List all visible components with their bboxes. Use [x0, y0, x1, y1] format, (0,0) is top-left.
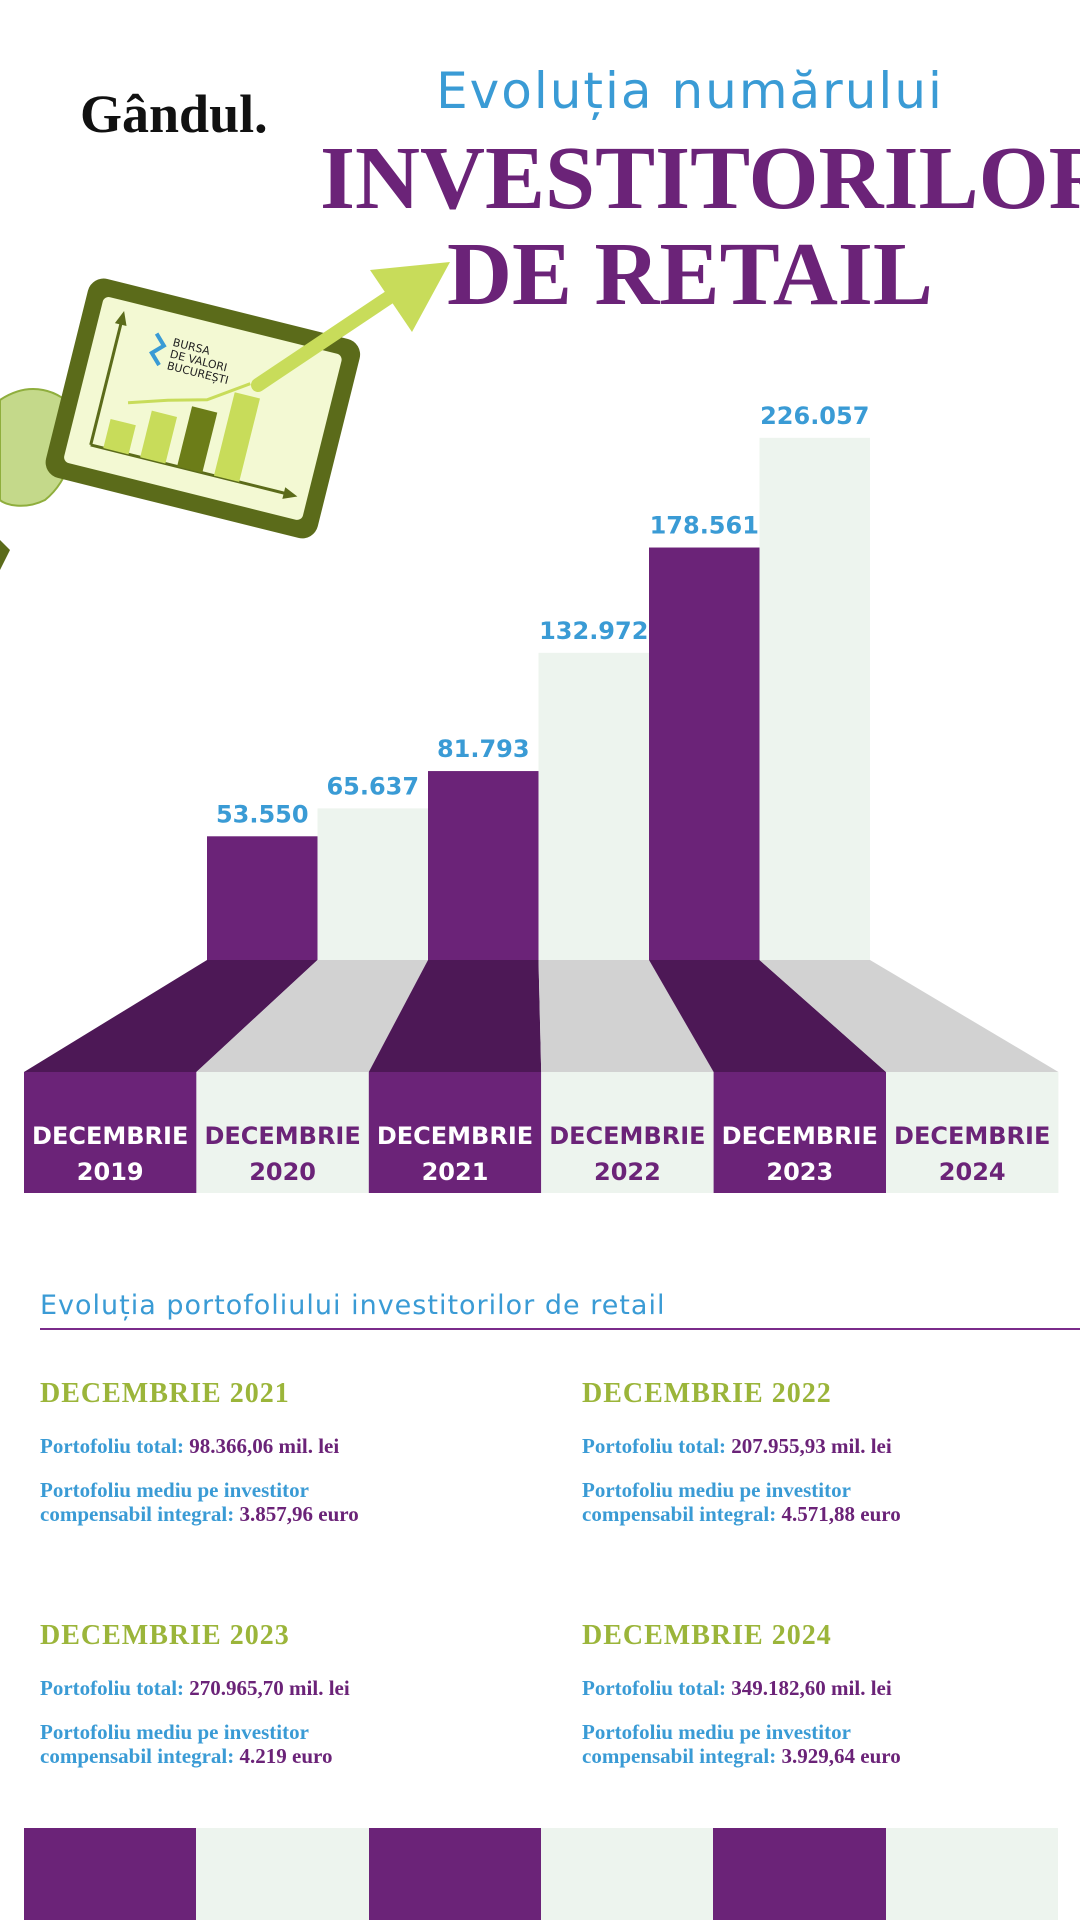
title-line-3: DE RETAIL	[447, 225, 933, 324]
tablet-illustration: BURSA DE VALORI BUCUREȘTI	[0, 262, 450, 570]
card-average-row: Portofoliu mediu pe investitor compensabi…	[582, 1720, 1080, 1768]
floor-segment	[649, 960, 886, 1072]
card-average-label-2: compensabil integral:	[582, 1502, 777, 1526]
card-total-value: 207.955,93 mil. lei	[731, 1434, 892, 1458]
footer-stripe	[540, 1828, 714, 1920]
title-line-2: INVESTITORILOR	[320, 129, 1080, 228]
card-average-label-1: Portofoliu mediu pe investitor	[40, 1720, 309, 1744]
category-label: DECEMBRIE	[549, 1122, 705, 1150]
card-average-label-1: Portofoliu mediu pe investitor	[582, 1478, 851, 1502]
category-box	[196, 1072, 369, 1193]
category-year-label: 2022	[594, 1158, 661, 1186]
card-average-label-1: Portofoliu mediu pe investitor	[40, 1478, 309, 1502]
bar	[649, 547, 760, 960]
category-box	[24, 1072, 197, 1193]
card-total-value: 98.366,06 mil. lei	[189, 1434, 340, 1458]
card-average-label-2: compensabil integral:	[40, 1744, 235, 1768]
footer-stripe	[885, 1828, 1058, 1920]
bar	[759, 437, 870, 960]
portfolio-card-2021: DECEMBRIE 2021 Portofoliu total: 98.366,…	[40, 1378, 560, 1546]
title-line-1: Evoluția numărului	[436, 62, 944, 120]
category-box	[541, 1072, 714, 1193]
portfolio-card-2024: DECEMBRIE 2024 Portofoliu total: 349.182…	[582, 1620, 1080, 1788]
card-average-row: Portofoliu mediu pe investitor compensabi…	[40, 1478, 560, 1526]
bar	[428, 771, 539, 960]
bar-value-label: 81.793	[437, 735, 530, 763]
growth-arrow	[251, 262, 450, 392]
card-total-label: Portofoliu total:	[40, 1434, 185, 1458]
category-year-label: 2024	[939, 1158, 1006, 1186]
category-year-label: 2023	[766, 1158, 833, 1186]
bar	[207, 836, 318, 960]
card-average-label-2: compensabil integral:	[582, 1744, 777, 1768]
bar-value-label: 178.561	[650, 512, 759, 540]
category-year-label: 2020	[249, 1158, 316, 1186]
floor-segment	[196, 960, 428, 1072]
card-heading: DECEMBRIE 2021	[40, 1378, 290, 1409]
bar	[538, 652, 649, 960]
category-box	[713, 1072, 886, 1193]
card-total-row: Portofoliu total: 270.965,70 mil. lei	[40, 1676, 560, 1700]
category-box	[886, 1072, 1059, 1193]
portfolio-card-2023: DECEMBRIE 2023 Portofoliu total: 270.965…	[40, 1620, 560, 1788]
investors-bar-chart: 53.550 DECEMBRIE 2019 65.637 DECEMBRIE 2020 81…	[24, 402, 1059, 1193]
card-average-value: 3.857,96 euro	[239, 1502, 359, 1526]
portfolio-section-title: Evoluția portofoliului investitorilor de…	[40, 1290, 666, 1321]
bar-value-label: 132.972	[539, 617, 648, 645]
card-total-label: Portofoliu total:	[582, 1676, 727, 1700]
floor-segment	[538, 960, 714, 1072]
card-average-value: 4.571,88 euro	[781, 1502, 901, 1526]
card-total-row: Portofoliu total: 98.366,06 mil. lei	[40, 1434, 560, 1458]
card-total-label: Portofoliu total:	[582, 1434, 727, 1458]
card-heading: DECEMBRIE 2024	[582, 1620, 832, 1651]
category-year-label: 2019	[77, 1158, 144, 1186]
card-average-row: Portofoliu mediu pe investitor compensabi…	[40, 1720, 560, 1768]
category-year-label: 2021	[422, 1158, 489, 1186]
category-box	[368, 1072, 542, 1193]
footer-stripe	[196, 1828, 369, 1920]
gandul-logo: Gândul.	[80, 84, 268, 144]
logo-text: Gândul.	[80, 84, 268, 144]
card-average-row: Portofoliu mediu pe investitor compensabi…	[582, 1478, 1080, 1526]
category-label: DECEMBRIE	[204, 1122, 360, 1150]
section-divider	[40, 1328, 1080, 1330]
card-average-label-1: Portofoliu mediu pe investitor	[582, 1720, 851, 1744]
floor-segment	[24, 960, 318, 1072]
bar-value-label: 65.637	[326, 772, 419, 800]
bar	[317, 808, 428, 960]
floor-segment	[368, 960, 542, 1072]
card-heading: DECEMBRIE 2022	[582, 1378, 832, 1409]
portfolio-card-2022: DECEMBRIE 2022 Portofoliu total: 207.955…	[582, 1378, 1080, 1546]
footer-stripe	[713, 1828, 886, 1920]
category-label: DECEMBRIE	[894, 1122, 1050, 1150]
footer-stripes	[24, 1828, 1058, 1920]
bar-value-label: 53.550	[216, 800, 309, 828]
bar-value-label: 226.057	[760, 402, 869, 430]
card-total-value: 349.182,60 mil. lei	[731, 1676, 892, 1700]
tablet-device: BURSA DE VALORI BUCUREȘTI	[45, 278, 361, 539]
card-total-value: 270.965,70 mil. lei	[189, 1676, 350, 1700]
card-average-value: 4.219 euro	[239, 1744, 333, 1768]
category-label: DECEMBRIE	[32, 1122, 188, 1150]
card-total-row: Portofoliu total: 207.955,93 mil. lei	[582, 1434, 1080, 1458]
card-average-value: 3.929,64 euro	[781, 1744, 901, 1768]
card-total-label: Portofoliu total:	[40, 1676, 185, 1700]
footer-stripe	[368, 1828, 541, 1920]
footer-stripe	[24, 1828, 197, 1920]
card-total-row: Portofoliu total: 349.182,60 mil. lei	[582, 1676, 1080, 1700]
category-label: DECEMBRIE	[377, 1122, 533, 1150]
card-average-label-2: compensabil integral:	[40, 1502, 235, 1526]
card-heading: DECEMBRIE 2023	[40, 1620, 290, 1651]
category-label: DECEMBRIE	[722, 1122, 878, 1150]
floor-segment	[759, 960, 1059, 1072]
